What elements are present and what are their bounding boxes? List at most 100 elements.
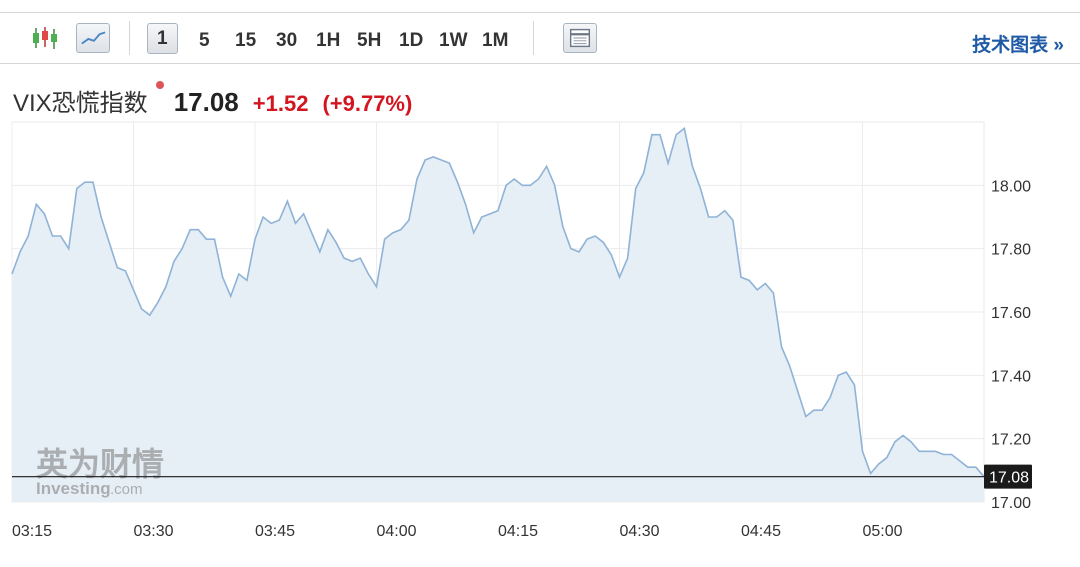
data-point: [206, 238, 208, 240]
data-point: [829, 397, 831, 399]
data-point: [400, 229, 402, 231]
data-point: [797, 390, 799, 392]
timeframe-15-button[interactable]: 15: [235, 30, 257, 51]
data-point: [554, 185, 556, 187]
data-point: [295, 223, 297, 225]
y-tick-label: 17.60: [991, 305, 1031, 322]
last-price-label: 17.08: [989, 470, 1029, 487]
data-point: [951, 454, 953, 456]
data-point: [586, 238, 588, 240]
data-point: [781, 346, 783, 348]
data-point: [918, 451, 920, 453]
data-point: [133, 289, 135, 291]
data-point: [60, 235, 62, 237]
data-point: [100, 216, 102, 218]
data-point: [441, 159, 443, 161]
data-point: [125, 270, 127, 272]
line-chart-icon[interactable]: [76, 23, 110, 53]
data-point: [368, 273, 370, 275]
timeframe-1w-button[interactable]: 1W: [439, 30, 468, 51]
data-point: [408, 219, 410, 221]
data-point: [894, 441, 896, 443]
data-point: [959, 460, 961, 462]
data-point: [854, 384, 856, 386]
data-point: [376, 286, 378, 288]
timeframe-5h-button[interactable]: 5H: [357, 30, 382, 51]
data-point: [870, 473, 872, 475]
data-point: [513, 178, 515, 180]
data-point: [473, 232, 475, 234]
data-point: [530, 185, 532, 187]
data-point: [862, 451, 864, 453]
data-point: [173, 261, 175, 263]
data-point: [92, 181, 94, 183]
data-point: [165, 286, 167, 288]
x-tick-label: 04:45: [741, 523, 781, 540]
tech-chart-link[interactable]: 技术图表 »: [972, 35, 1064, 56]
data-point: [351, 261, 353, 263]
data-point: [538, 178, 540, 180]
data-point: [659, 134, 661, 136]
toolbar-divider: [129, 21, 130, 55]
candlestick-icon[interactable]: [30, 25, 60, 51]
timeframe-1-button[interactable]: 1: [147, 23, 178, 54]
data-point: [262, 216, 264, 218]
data-point: [667, 162, 669, 164]
watermark-logo-en: Investing: [36, 479, 111, 498]
timeframe-1m-button[interactable]: 1M: [482, 30, 509, 51]
y-tick-label: 17.80: [991, 242, 1031, 259]
data-point: [603, 242, 605, 244]
data-point: [27, 235, 29, 237]
x-tick-label: 03:30: [134, 523, 174, 540]
data-point: [837, 375, 839, 377]
data-point: [44, 213, 46, 215]
data-point: [716, 216, 718, 218]
quote-header: VIX恐慌指数 17.08 +1.52 (+9.77%): [13, 81, 412, 117]
data-point: [505, 185, 507, 187]
data-point: [238, 273, 240, 275]
timeframe-30-button[interactable]: 30: [276, 30, 298, 51]
data-point: [902, 435, 904, 437]
data-point: [846, 371, 848, 373]
data-point: [975, 466, 977, 468]
timeframe-1h-button[interactable]: 1H: [316, 30, 341, 51]
data-point: [181, 248, 183, 250]
data-point: [627, 257, 629, 259]
data-point: [384, 238, 386, 240]
series-area: [12, 128, 984, 502]
data-point: [117, 267, 119, 269]
data-point: [935, 451, 937, 453]
x-tick-label: 04:00: [377, 523, 417, 540]
last-price: 17.08: [173, 87, 239, 117]
instrument-name[interactable]: VIX恐慌指数: [13, 90, 148, 117]
data-point: [149, 314, 151, 316]
data-point: [562, 226, 564, 228]
data-point: [570, 248, 572, 250]
data-point: [19, 251, 21, 253]
y-tick-label: 18.00: [991, 178, 1031, 195]
data-point: [619, 276, 621, 278]
data-point: [489, 213, 491, 215]
table-icon[interactable]: [563, 23, 597, 53]
data-point: [497, 210, 499, 212]
data-point: [198, 229, 200, 231]
data-point: [270, 223, 272, 225]
data-point: [246, 280, 248, 282]
timeframe-1d-button[interactable]: 1D: [399, 30, 424, 51]
data-point: [319, 251, 321, 253]
data-point: [765, 283, 767, 285]
data-point: [748, 280, 750, 282]
data-point: [651, 134, 653, 136]
data-point: [108, 242, 110, 244]
data-point: [76, 188, 78, 190]
y-tick-label: 17.40: [991, 368, 1031, 385]
data-point: [943, 454, 945, 456]
data-point: [789, 365, 791, 367]
data-point: [692, 166, 694, 168]
data-point: [214, 238, 216, 240]
data-point: [813, 409, 815, 411]
data-point: [481, 216, 483, 218]
timeframe-5-button[interactable]: 5: [199, 30, 210, 51]
data-point: [303, 213, 305, 215]
